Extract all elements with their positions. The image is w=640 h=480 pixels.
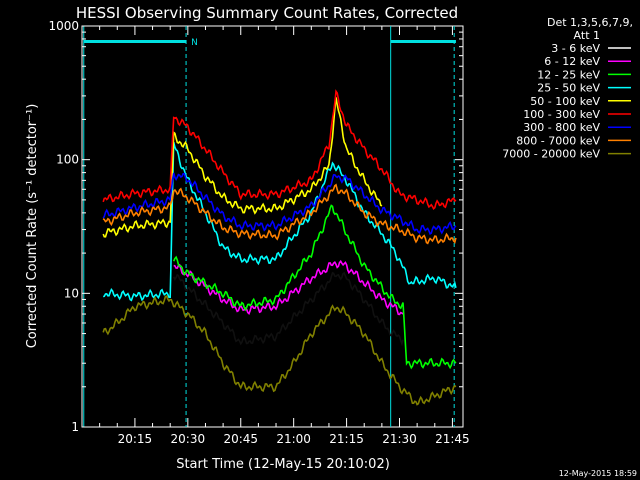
x-axis-label: Start Time (12-May-15 20:10:02) <box>176 457 390 472</box>
legend-header-line-1: Det 1,3,5,6,7,9, <box>547 16 633 29</box>
legend-entry-1: 3 - 6 keV <box>551 42 600 55</box>
legend-entry-9: 7000 - 20000 keV <box>502 148 600 161</box>
y-tick-label: 100 <box>56 153 79 167</box>
series-line-3 <box>172 204 457 370</box>
series-line-6 <box>102 89 457 210</box>
x-tick-label: 20:30 <box>171 432 206 446</box>
legend-entry-3: 12 - 25 keV <box>537 68 600 81</box>
series-line-9 <box>102 295 457 406</box>
legend-entry-5: 50 - 100 keV <box>530 95 600 108</box>
y-tick-label: 1000 <box>48 19 79 33</box>
legend-entry-2: 6 - 12 keV <box>544 55 600 68</box>
series-line-1 <box>172 271 404 347</box>
x-tick-label: 21:45 <box>435 432 470 446</box>
legend-header-line-2: Att 1 <box>574 29 600 42</box>
x-tick-label: 20:15 <box>118 432 153 446</box>
footer-timestamp: 12-May-2015 18:59 <box>559 469 637 478</box>
series-line-7 <box>102 172 457 235</box>
legend-entry-4: 25 - 50 keV <box>537 82 600 95</box>
y-axis-label: Corrected Count Rate (s⁻¹ detector⁻¹) <box>25 104 40 349</box>
annotation-label: N <box>191 38 198 48</box>
legend-entry-8: 800 - 7000 keV <box>516 134 600 147</box>
plot-area <box>81 25 464 428</box>
x-tick-label: 21:00 <box>276 432 311 446</box>
series-line-8 <box>102 183 457 245</box>
series-line-5 <box>102 97 383 238</box>
flag-bar <box>390 40 456 43</box>
legend-entry-6: 100 - 300 keV <box>523 108 600 121</box>
x-tick-label: 20:45 <box>223 432 258 446</box>
flag-bar <box>83 40 187 43</box>
chart-title: HESSI Observing Summary Count Rates, Cor… <box>76 4 458 22</box>
y-tick-label: 10 <box>64 286 79 300</box>
axis-layer: 1 10 100 1000 20:15 20:30 20:45 21:00 21:15 21:30… <box>48 19 469 446</box>
x-tick-label: 21:15 <box>329 432 364 446</box>
series-layer: N <box>83 26 457 427</box>
series-line-4 <box>102 142 457 302</box>
x-tick-label: 21:30 <box>382 432 417 446</box>
legend-entry-7: 300 - 800 keV <box>523 121 600 134</box>
series-line-2 <box>173 259 404 316</box>
y-tick-label: 1 <box>71 420 79 434</box>
